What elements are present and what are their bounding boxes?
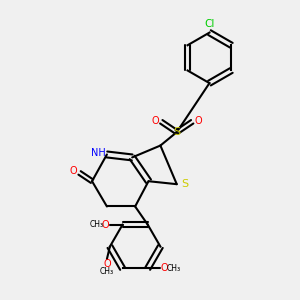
Text: CH₃: CH₃ (167, 264, 181, 273)
Text: Cl: Cl (204, 19, 214, 29)
Text: O: O (194, 116, 202, 126)
Text: O: O (103, 259, 111, 269)
Text: S: S (173, 127, 180, 137)
Text: S: S (181, 179, 188, 189)
Text: O: O (102, 220, 110, 230)
Text: O: O (152, 116, 159, 126)
Text: O: O (161, 263, 169, 274)
Text: O: O (70, 167, 77, 176)
Text: CH₃: CH₃ (90, 220, 104, 229)
Text: NH: NH (91, 148, 106, 158)
Text: CH₃: CH₃ (100, 267, 114, 276)
